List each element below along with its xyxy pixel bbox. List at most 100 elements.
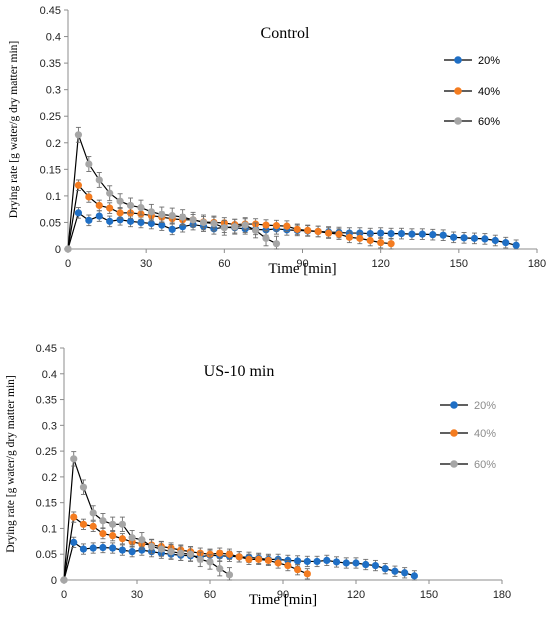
y-tick-label: 0.05 [40, 217, 61, 229]
y-axis-label: Drying rate [g water/g dry matter min] [5, 375, 17, 553]
series-40pct [64, 179, 395, 253]
data-point [89, 544, 97, 552]
x-axis-label: Time [min] [268, 261, 336, 277]
data-point [95, 176, 103, 184]
legend-item-60pct: 60% [444, 116, 500, 128]
data-point [177, 549, 185, 557]
data-point [85, 193, 93, 201]
data-point [138, 546, 146, 554]
data-point [216, 549, 224, 557]
data-point [89, 509, 97, 517]
data-point [304, 226, 312, 235]
data-point [225, 550, 234, 558]
data-point [408, 230, 416, 238]
data-point [116, 209, 124, 217]
y-tick-label: 0.2 [46, 138, 61, 150]
data-point [345, 233, 353, 241]
data-point [381, 565, 389, 573]
data-point [303, 570, 311, 578]
data-point [220, 224, 228, 232]
data-point [252, 226, 260, 235]
data-point [387, 229, 395, 238]
legend-marker [450, 460, 458, 468]
x-tick-label: 0 [65, 258, 71, 270]
y-tick-label: 0.35 [40, 58, 61, 70]
series-line [67, 211, 517, 250]
data-point [439, 231, 447, 239]
data-point [158, 210, 166, 219]
data-point [410, 572, 418, 580]
data-point [272, 222, 281, 230]
data-point [262, 234, 270, 242]
data-point [366, 236, 374, 245]
data-point [64, 245, 72, 253]
legend-item-60pct: 60% [440, 459, 496, 471]
y-tick-label: 0.45 [40, 5, 61, 17]
y-tick-label: 0.15 [40, 164, 61, 176]
x-tick-label: 150 [450, 258, 468, 270]
legend-label: 40% [478, 86, 500, 98]
data-point [356, 234, 364, 242]
chart-title: Control [261, 25, 310, 42]
data-point [74, 181, 83, 189]
data-point [314, 227, 322, 236]
data-point [89, 522, 97, 530]
x-tick-label: 120 [371, 258, 389, 270]
data-point [70, 455, 78, 463]
data-point [189, 216, 197, 224]
data-point [303, 557, 311, 566]
data-point [106, 204, 114, 212]
data-point [460, 234, 468, 242]
legend-label: 20% [478, 55, 500, 67]
y-tick-label: 0.25 [40, 111, 61, 123]
data-point [138, 536, 146, 544]
data-point [118, 520, 126, 528]
data-point [481, 235, 489, 243]
data-point [99, 543, 107, 552]
x-tick-label: 180 [493, 589, 511, 601]
data-point [106, 217, 114, 225]
data-point [118, 546, 126, 554]
legend-item-20pct: 20% [440, 400, 496, 412]
legend-label: 60% [474, 459, 496, 471]
data-point [206, 558, 214, 566]
data-point [148, 542, 156, 551]
series-60pct [64, 126, 281, 253]
x-tick-label: 90 [296, 258, 308, 270]
legend-marker [454, 56, 462, 64]
data-point [85, 216, 93, 224]
data-point [241, 221, 249, 229]
data-point [335, 230, 343, 238]
x-tick-label: 30 [140, 258, 152, 270]
data-point [313, 557, 321, 566]
chart-title: US-10 min [204, 363, 275, 380]
legend-item-40pct: 40% [444, 86, 500, 98]
data-point [137, 203, 145, 212]
data-point [95, 201, 103, 210]
y-tick-label: 0.15 [36, 498, 57, 510]
data-point [109, 520, 117, 528]
data-point [206, 550, 214, 558]
x-tick-label: 150 [420, 589, 438, 601]
legend-marker [454, 117, 462, 125]
data-point [128, 548, 136, 556]
y-tick-label: 0 [51, 575, 57, 587]
data-point [324, 229, 333, 237]
legend-label: 20% [474, 400, 496, 412]
data-point [401, 569, 409, 577]
data-point [109, 544, 117, 552]
series-60pct [60, 451, 234, 584]
data-point [387, 240, 395, 248]
data-point [199, 218, 208, 227]
x-tick-label: 120 [347, 589, 365, 601]
data-point [74, 131, 83, 139]
data-point [116, 197, 124, 205]
y-tick-label: 0.3 [46, 85, 61, 97]
data-point [79, 545, 88, 553]
legend-item-40pct: 40% [440, 428, 496, 440]
data-point [70, 538, 78, 546]
data-point [137, 218, 145, 227]
data-point [70, 513, 78, 521]
y-tick-label: 0.1 [46, 191, 61, 203]
data-point [262, 221, 270, 229]
